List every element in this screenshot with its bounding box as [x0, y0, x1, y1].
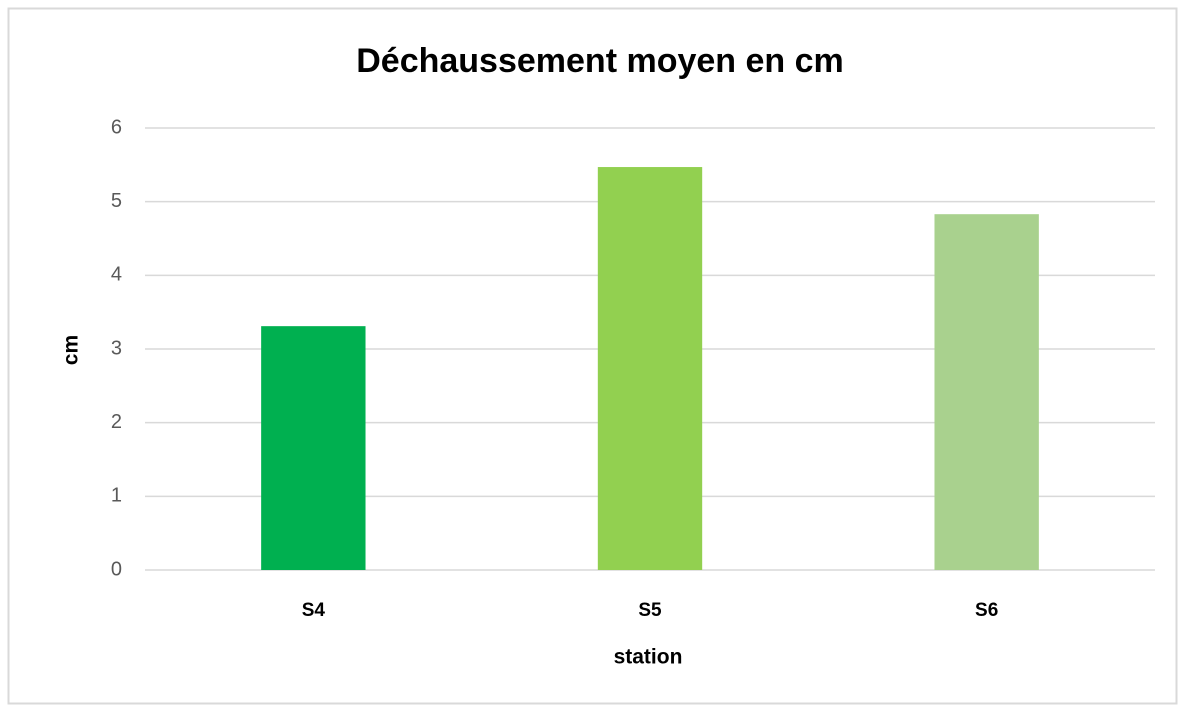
- y-axis-title: cm: [60, 335, 83, 365]
- chart-title: Déchaussement moyen en cm: [356, 42, 844, 80]
- y-tick-label: 5: [111, 190, 122, 212]
- y-tick-label: 1: [111, 485, 122, 507]
- bar: [934, 214, 1039, 570]
- y-tick-label: 4: [111, 264, 122, 286]
- x-tick-label: S5: [638, 600, 662, 621]
- x-tick-label: S4: [302, 600, 326, 621]
- x-tick-label: S6: [975, 600, 998, 621]
- y-tick-label: 2: [111, 411, 122, 433]
- y-tick-label: 0: [111, 558, 122, 580]
- x-axis-title: station: [614, 646, 683, 669]
- bar: [597, 167, 703, 570]
- bar: [261, 326, 366, 570]
- y-tick-label: 6: [111, 116, 122, 138]
- y-tick-label: 3: [111, 337, 122, 359]
